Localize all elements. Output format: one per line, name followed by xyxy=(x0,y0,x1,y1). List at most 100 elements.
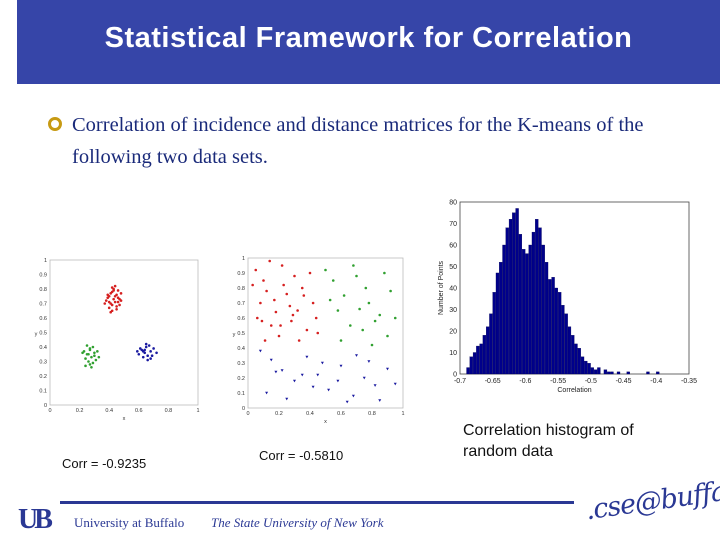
histogram-bar xyxy=(616,371,621,375)
y-tick-label: 80 xyxy=(449,200,457,207)
data-point xyxy=(345,400,349,404)
data-point xyxy=(107,300,111,304)
y-tick-label: 0.5 xyxy=(237,331,245,337)
histogram-bar xyxy=(525,253,529,375)
data-point xyxy=(300,286,304,290)
data-point xyxy=(88,347,92,350)
x-tick-label: -0.35 xyxy=(681,378,697,385)
data-point xyxy=(311,301,315,305)
data-point xyxy=(273,298,276,302)
data-point xyxy=(265,289,268,293)
data-point xyxy=(84,364,87,368)
data-point xyxy=(316,373,320,377)
title-bar: Statistical Framework for Correlation xyxy=(17,0,720,84)
histogram-bar xyxy=(554,287,558,375)
data-point xyxy=(279,324,282,327)
histogram-bar xyxy=(548,279,552,375)
histogram-bar xyxy=(492,292,496,375)
data-point xyxy=(280,369,284,372)
data-point xyxy=(118,303,121,307)
scatter-plot-clustered: 0 0.2 0.4 0.6 0.8 1 0 0.1 0.2 0.3 0.4 0.5 0.6 0.7 0.8 0… xyxy=(35,258,200,422)
y-tick-label: 0.3 xyxy=(39,360,47,366)
data-point xyxy=(110,303,114,307)
data-point xyxy=(393,316,397,320)
data-point xyxy=(97,355,101,359)
data-point xyxy=(256,316,259,320)
data-point xyxy=(291,313,295,317)
y-tick-label: 0.1 xyxy=(237,391,245,397)
data-point xyxy=(149,357,152,360)
data-point xyxy=(88,363,92,366)
data-point xyxy=(320,361,324,365)
data-point xyxy=(103,302,107,305)
plot-frame xyxy=(247,257,404,409)
data-point xyxy=(144,345,148,349)
y-tick-label: 20 xyxy=(449,329,457,336)
x-tick-label: 1 xyxy=(401,411,404,417)
data-point xyxy=(349,324,352,327)
data-point xyxy=(251,283,254,287)
data-point xyxy=(116,296,120,299)
data-point xyxy=(314,316,318,320)
data-point xyxy=(136,350,139,353)
data-point xyxy=(358,307,361,311)
data-point xyxy=(336,379,340,383)
y-tick-label: 0 xyxy=(242,406,245,412)
data-point xyxy=(285,397,289,401)
x-tick-label: 0.8 xyxy=(368,411,376,417)
y-tick-label: 0 xyxy=(44,403,47,409)
data-point xyxy=(155,351,158,355)
y-tick-label: 0.4 xyxy=(237,346,245,352)
y-tick-label: 0.9 xyxy=(237,271,245,277)
y-tick-label: 0 xyxy=(453,372,457,379)
corr-right-label: Corr = -0.5810 xyxy=(259,448,344,463)
histogram-bar xyxy=(528,244,532,375)
y-tick-label: 30 xyxy=(449,307,457,314)
data-point xyxy=(389,289,392,293)
histogram-bar xyxy=(626,371,630,375)
histogram-bar xyxy=(495,272,500,375)
data-point xyxy=(113,300,117,304)
data-point xyxy=(361,328,364,332)
data-point xyxy=(282,283,285,287)
data-point xyxy=(386,334,389,338)
data-point xyxy=(367,301,371,305)
data-point xyxy=(362,376,366,380)
data-point xyxy=(393,382,397,386)
footer-divider xyxy=(60,501,574,504)
data-point xyxy=(147,344,151,347)
data-point xyxy=(115,308,118,311)
y-tick-label: 0.2 xyxy=(39,374,47,380)
histogram-bar xyxy=(531,231,536,375)
data-point xyxy=(297,339,301,342)
slide-title: Statistical Framework for Correlation xyxy=(104,22,633,54)
data-point xyxy=(383,271,386,275)
data-point xyxy=(84,357,87,360)
data-point xyxy=(293,274,296,278)
data-point xyxy=(116,289,120,292)
histogram-bar xyxy=(580,356,585,375)
histogram-bar xyxy=(489,313,493,375)
y-tick-label: 0.6 xyxy=(237,316,245,322)
data-point xyxy=(113,284,117,288)
x-tick-label: 0.6 xyxy=(135,408,143,414)
data-point xyxy=(119,299,123,302)
x-tick-label: 0 xyxy=(246,411,249,417)
data-point xyxy=(90,366,93,369)
data-point xyxy=(262,279,265,282)
y-tick-label: 1 xyxy=(44,258,47,264)
y-tick-label: 0.7 xyxy=(237,301,245,307)
y-tick-label: 0.3 xyxy=(237,361,245,367)
data-point xyxy=(285,292,289,296)
data-point xyxy=(146,358,149,362)
histogram-bar xyxy=(505,227,509,375)
x-tick-label: -0.5 xyxy=(585,378,597,385)
histogram-caption: Correlation histogram of random data xyxy=(463,422,634,460)
histogram-bar xyxy=(466,367,470,375)
correlation-histogram: -0.7 -0.65 -0.6 -0.55 -0.5 -0.45 -0.4 -0.35 0 10 2… xyxy=(438,200,697,395)
histogram-bar xyxy=(577,348,581,375)
y-tick-label: 60 xyxy=(449,243,457,250)
histogram-bar xyxy=(476,345,480,375)
data-point xyxy=(259,301,262,305)
data-point xyxy=(110,286,114,289)
